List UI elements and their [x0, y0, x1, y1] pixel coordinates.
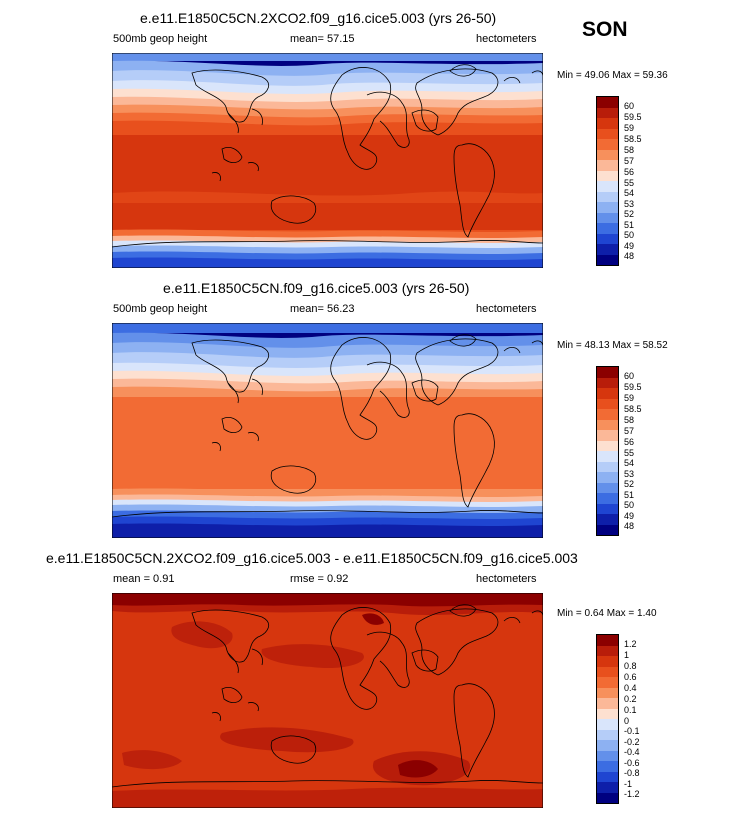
colorbar-label: 49: [624, 241, 635, 251]
colorbar-label: -0.2: [624, 737, 640, 747]
colorbar-label: 56: [624, 437, 635, 447]
colorbar-label: -1.2: [624, 789, 640, 799]
colorbar-label: 60: [624, 101, 635, 111]
colorbar-label: 55: [624, 178, 635, 188]
panel-1-colorbar: [596, 96, 619, 266]
colorbar-label: 49: [624, 511, 635, 521]
colorbar-label: 55: [624, 448, 635, 458]
colorbar-label: 52: [624, 209, 635, 219]
panel-3-title: e.e11.E1850C5CN.2XCO2.f09_g16.cice5.003 …: [46, 550, 578, 566]
colorbar-label: -0.4: [624, 747, 640, 757]
colorbar-label: 48: [624, 521, 635, 531]
colorbar-label: -0.8: [624, 768, 640, 778]
colorbar-label: 51: [624, 220, 635, 230]
colorbar-label: 59: [624, 393, 635, 403]
panel-2-left-label: 500mb geop height: [113, 303, 208, 315]
colorbar-label: 57: [624, 156, 635, 166]
colorbar-label: 0.4: [624, 683, 637, 693]
colorbar-label: 1.2: [624, 639, 637, 649]
colorbar-label: 53: [624, 199, 635, 209]
panel-3-map: [112, 593, 543, 808]
colorbar-label: 50: [624, 500, 635, 510]
panel-2-colorbar: [596, 366, 619, 536]
colorbar-label: 59: [624, 123, 635, 133]
season-label: SON: [582, 18, 628, 41]
colorbar-label: 58: [624, 415, 635, 425]
colorbar-label: 54: [624, 188, 635, 198]
panel-2-right-label: hectometers: [476, 303, 537, 315]
panel-1-map: [112, 53, 543, 268]
panel-3-center-label: rmse = 0.92: [290, 573, 349, 585]
panel-1-title: e.e11.E1850C5CN.2XCO2.f09_g16.cice5.003 …: [140, 10, 497, 26]
panel-2-minmax: Min = 48.13 Max = 58.52: [557, 340, 668, 351]
colorbar-label: 52: [624, 479, 635, 489]
colorbar-label: 0.6: [624, 672, 637, 682]
colorbar-label: 50: [624, 230, 635, 240]
colorbar-label: 58.5: [624, 134, 642, 144]
colorbar-label: 60: [624, 371, 635, 381]
panel-2-title: e.e11.E1850C5CN.f09_g16.cice5.003 (yrs 2…: [163, 280, 470, 296]
colorbar-label: 58.5: [624, 404, 642, 414]
panel-3-minmax: Min = 0.64 Max = 1.40: [557, 608, 657, 619]
colorbar-label: 0.1: [624, 705, 637, 715]
colorbar-label: 57: [624, 426, 635, 436]
colorbar-label: 0.2: [624, 694, 637, 704]
panel-3-left-label: mean = 0.91: [113, 573, 175, 585]
colorbar-label: 1: [624, 650, 630, 660]
colorbar-label: -0.1: [624, 726, 640, 736]
colorbar-label: 48: [624, 251, 635, 261]
panel-1-right-label: hectometers: [476, 33, 537, 45]
colorbar-label: 56: [624, 167, 635, 177]
colorbar-label: 0.8: [624, 661, 637, 671]
panel-3-colorbar: [596, 634, 619, 804]
colorbar-label: -1: [624, 779, 633, 789]
colorbar-label: 53: [624, 469, 635, 479]
colorbar-label: 51: [624, 490, 635, 500]
colorbar-label: -0.6: [624, 758, 640, 768]
colorbar-label: 54: [624, 458, 635, 468]
colorbar-label: 58: [624, 145, 635, 155]
panel-1-left-label: 500mb geop height: [113, 33, 208, 45]
panel-2-center-label: mean= 56.23: [290, 303, 355, 315]
colorbar-label: 0: [624, 716, 630, 726]
panel-1-center-label: mean= 57.15: [290, 33, 355, 45]
panel-2-map: [112, 323, 543, 538]
panel-1-minmax: Min = 49.06 Max = 59.36: [557, 70, 668, 81]
colorbar-label: 59.5: [624, 112, 642, 122]
colorbar-label: 59.5: [624, 382, 642, 392]
panel-3-right-label: hectometers: [476, 573, 537, 585]
